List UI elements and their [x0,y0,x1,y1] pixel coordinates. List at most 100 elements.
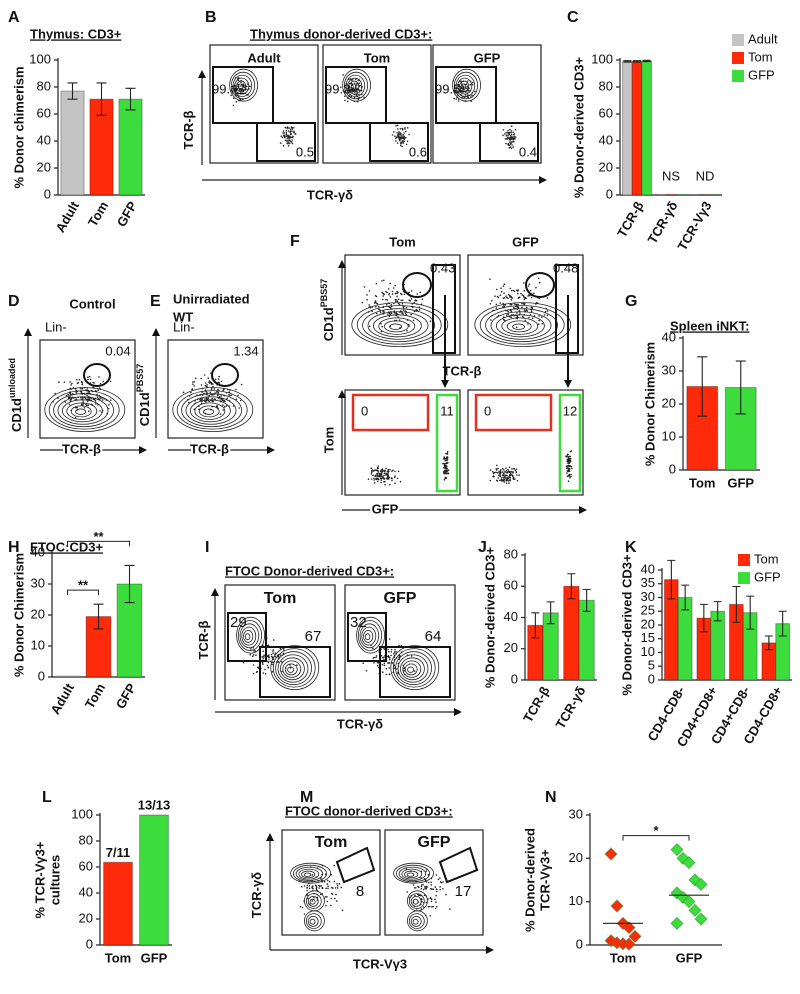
event-dot [349,90,352,92]
event-dot [214,378,217,381]
x-tick-label: GFP [114,198,141,229]
event-dot [454,87,456,89]
event-dot [356,93,358,96]
event-dot [567,456,570,458]
event-dot [510,141,513,143]
event-dot [499,294,502,297]
event-dot [388,311,390,313]
event-dot [368,325,371,328]
event-dot [234,85,236,87]
event-dot [89,378,92,381]
event-dot [399,327,401,329]
event-dot [289,130,292,132]
gate [379,646,451,698]
event-dot [387,302,390,305]
event-dot [446,453,449,455]
event-dot [439,886,441,888]
event-dot [332,887,334,889]
y-tick-label: 0 [44,186,51,201]
density-contour [66,402,98,420]
event-dot [356,100,359,103]
event-dot [517,306,520,309]
event-dot [400,141,402,144]
plot-label: Tom [315,834,348,851]
y-tick-label: 0 [576,936,583,951]
density-contour [398,866,427,881]
density-contour [383,320,409,333]
gate-value: 32 [350,614,367,631]
event-dot [382,310,385,313]
event-dot [235,100,238,103]
event-dot [72,397,75,399]
event-dot [507,470,510,472]
event-dot [283,647,285,650]
event-dot [392,287,395,289]
event-dot [569,465,571,467]
event-dot [516,317,518,320]
event-dot [327,885,329,887]
event-dot [403,132,405,134]
gate [212,66,274,124]
event-dot [412,319,415,322]
event-dot [344,86,347,89]
event-dot [360,86,363,88]
event-dot [394,475,396,477]
event-dot [372,647,374,650]
event-dot [282,652,285,655]
event-dot [373,479,376,481]
gate [558,393,582,493]
event-dot [510,125,513,127]
event-dot [417,901,420,903]
event-dot [503,474,505,477]
event-dot [264,672,267,675]
event-dot [76,406,78,409]
event-dot [81,381,83,384]
event-dot [84,393,86,395]
event-dot [319,885,321,887]
event-dot [289,139,291,141]
y-axis-label: % Donor-derived [522,828,537,932]
data-point [694,912,708,926]
event-dot [255,654,257,656]
y-tick-label: 15 [641,630,655,645]
event-dot [427,906,430,908]
event-dot [421,298,424,301]
event-dot [82,404,84,406]
event-dot [425,895,428,897]
event-dot [105,399,108,401]
event-dot [340,886,343,889]
event-dot [425,887,428,889]
event-dot [416,293,419,295]
event-dot [282,144,285,147]
event-dot [427,881,430,884]
event-dot [505,295,507,297]
event-dot [220,400,222,403]
event-dot [504,477,507,479]
event-dot [527,295,529,297]
event-dot [390,654,392,657]
event-dot [390,312,393,315]
event-dot [288,127,290,129]
event-dot [518,310,521,312]
event-dot [383,311,386,313]
density-contour [48,390,120,430]
y-axis-label: TCR-γδ [249,872,264,918]
event-dot [435,905,438,908]
event-dot [501,479,503,481]
event-dot [393,659,396,661]
event-dot [424,878,427,881]
event-dot [261,656,263,658]
event-dot [394,284,397,287]
x-tick-label: GFP [727,475,754,490]
event-dot [424,887,426,889]
event-dot [252,664,255,666]
event-dot [94,401,97,404]
event-dot [398,137,401,140]
panel-title: Unirradiated [173,291,250,306]
event-dot [458,88,461,91]
event-dot [218,375,220,378]
event-dot [489,278,491,281]
event-dot [397,316,399,318]
event-dot [506,314,508,316]
